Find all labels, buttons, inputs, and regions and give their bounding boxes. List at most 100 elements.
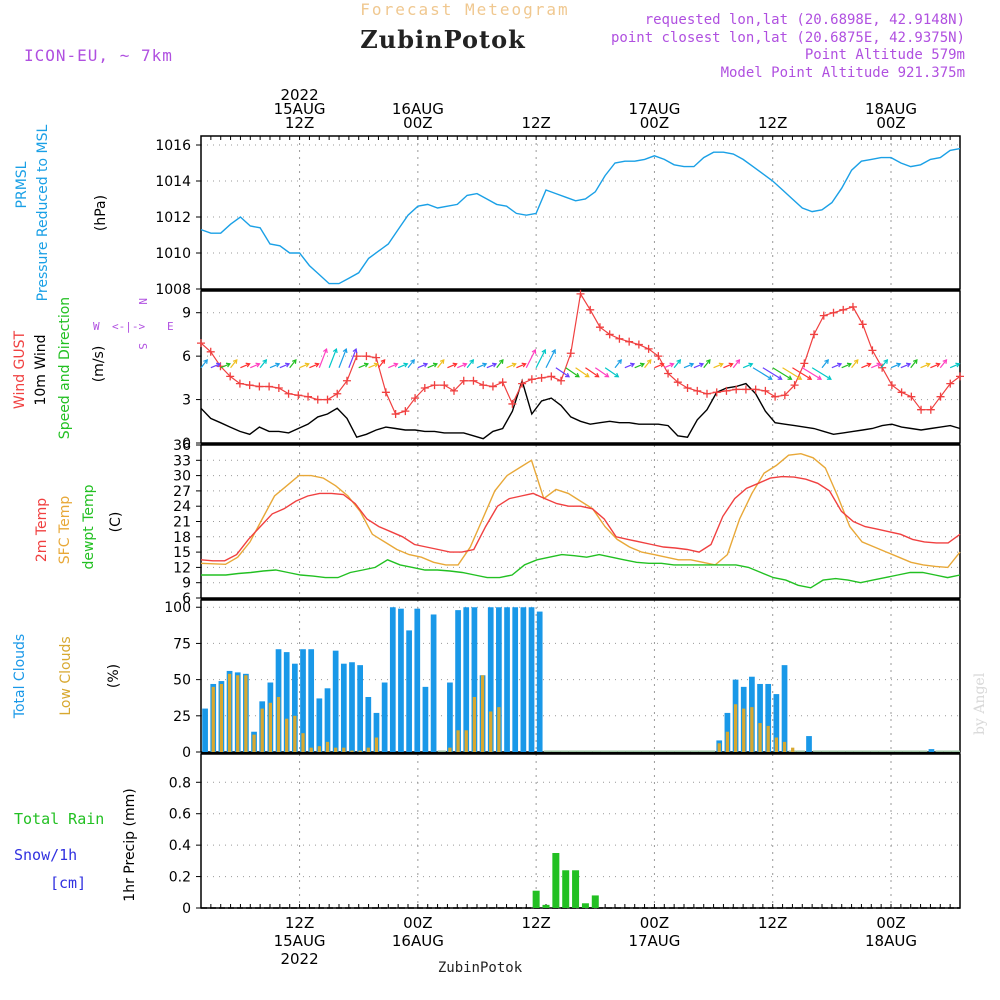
gust-marker [391, 410, 400, 419]
wind-arrow-head [482, 362, 488, 368]
gust-marker [323, 395, 332, 404]
total-cloud-bar [935, 750, 944, 752]
wind-arrow-head [304, 362, 310, 368]
wind-arrow-head [617, 358, 622, 364]
y-tick-label: 9 [182, 306, 191, 322]
wind-arrow [831, 363, 842, 369]
gust-marker [401, 407, 410, 416]
wind-arrow-head [705, 358, 711, 364]
wind-arrow [565, 367, 580, 378]
compass-w: W [93, 320, 100, 333]
gust-marker [206, 347, 215, 356]
wind-arrow-head [925, 362, 931, 368]
wind-arrow-head [393, 362, 399, 368]
gust-marker [265, 382, 274, 391]
wind-arrow [742, 363, 753, 369]
low-cloud-bar [293, 715, 297, 752]
wind-arrow [683, 363, 694, 369]
gust-marker [304, 392, 313, 401]
low-cloud-bar [742, 708, 746, 752]
snow-unit-label: [cm] [50, 874, 86, 892]
y-tick-label: 0 [182, 745, 191, 761]
wind-arrow-head [659, 362, 665, 368]
wind-arrow-head [689, 362, 695, 368]
total-cloud-bar [633, 750, 642, 752]
total-cloud-bar [821, 750, 830, 752]
low-cloud-bar [489, 711, 493, 752]
total-cloud-bar [528, 607, 535, 752]
y-tick-label: 0.8 [169, 775, 191, 791]
precip-labels: Total Rain Snow/1h [cm] 1hr Precip (mm) [14, 788, 138, 901]
total-cloud-bar [600, 750, 610, 752]
low-cloud-bar [219, 683, 224, 752]
total-cloud-bar [283, 652, 290, 752]
gust-marker [333, 389, 342, 398]
total-cloud-bar [365, 696, 372, 752]
y-tick-label: 33 [173, 453, 191, 469]
pressure-unit-label: (hPa) [93, 195, 109, 231]
bottom-time-label: 16AUG [392, 932, 444, 950]
rain-bar [581, 903, 589, 908]
total-cloud-bar [504, 607, 510, 752]
y-tick-label: 30 [173, 469, 191, 485]
total-cloud-bar [870, 750, 879, 752]
wind-speed-dir-label: Speed and Direction [57, 297, 73, 439]
wind-arrow-head [203, 358, 208, 364]
low-cloud-bar [717, 743, 721, 752]
gust-marker [313, 395, 322, 404]
wind-arrow [890, 363, 901, 369]
wind-arrow [585, 367, 599, 378]
total-cloud-bar [202, 708, 208, 752]
total-cloud-bar [682, 750, 691, 752]
low-cloud-bar [464, 730, 468, 752]
gust-marker [907, 392, 916, 401]
total-cloud-bar [796, 750, 805, 752]
y-tick-label: 1008 [155, 282, 191, 298]
wind-arrow-head [912, 358, 918, 364]
rain-bar [532, 890, 540, 908]
total-cloud-bar [437, 750, 446, 752]
chart-title: Forecast Meteogram [360, 0, 569, 19]
gust-marker [800, 359, 809, 368]
wind-arrow-head [883, 358, 889, 364]
wind-arrow [210, 363, 221, 369]
gust-marker [197, 339, 205, 348]
total-cloud-bar [584, 750, 593, 752]
gust-marker [595, 323, 604, 332]
top-time-label: 2022 [280, 86, 318, 104]
gust-marker [508, 399, 517, 408]
station-name: ZubinPotok [360, 25, 526, 54]
gust-marker [644, 344, 653, 353]
wind-arrow [269, 363, 280, 369]
wind-arrow [920, 363, 931, 369]
top-time-label: 00Z [876, 114, 905, 132]
gust-marker [274, 383, 283, 392]
wind-arrow [555, 367, 570, 378]
bottom-time-label: 00Z [876, 914, 905, 932]
total-cloud-bar [349, 662, 355, 752]
gust-marker [235, 379, 244, 388]
wind-arrow-head [363, 362, 369, 368]
low-cloud-bar [733, 704, 738, 752]
gust-marker [518, 379, 527, 388]
total-cloud-bar [398, 608, 404, 752]
wind-arrow-head [639, 362, 645, 368]
wind-arrow-head [492, 362, 498, 368]
wind-arrow-head [594, 372, 600, 378]
wind-labels: Wind GUST 10m Wind Speed and Direction (… [12, 297, 107, 439]
y-tick-label: 27 [173, 484, 191, 500]
temp-unit-label: (C) [108, 512, 124, 533]
wind-arrow-head [866, 362, 872, 368]
wind-arrow [397, 363, 408, 369]
wind-arrow [723, 363, 733, 369]
wind-arrow [713, 363, 724, 369]
total-cloud-bar [551, 750, 561, 752]
wind-arrow-head [275, 362, 281, 368]
gust-marker [634, 340, 643, 349]
wind-arrow-head [718, 362, 724, 368]
wind-arrow-head [432, 362, 438, 368]
top-time-label: 16AUG [392, 100, 444, 118]
clouds-unit-label: (%) [106, 664, 122, 688]
low-cloud-bar [358, 750, 362, 752]
